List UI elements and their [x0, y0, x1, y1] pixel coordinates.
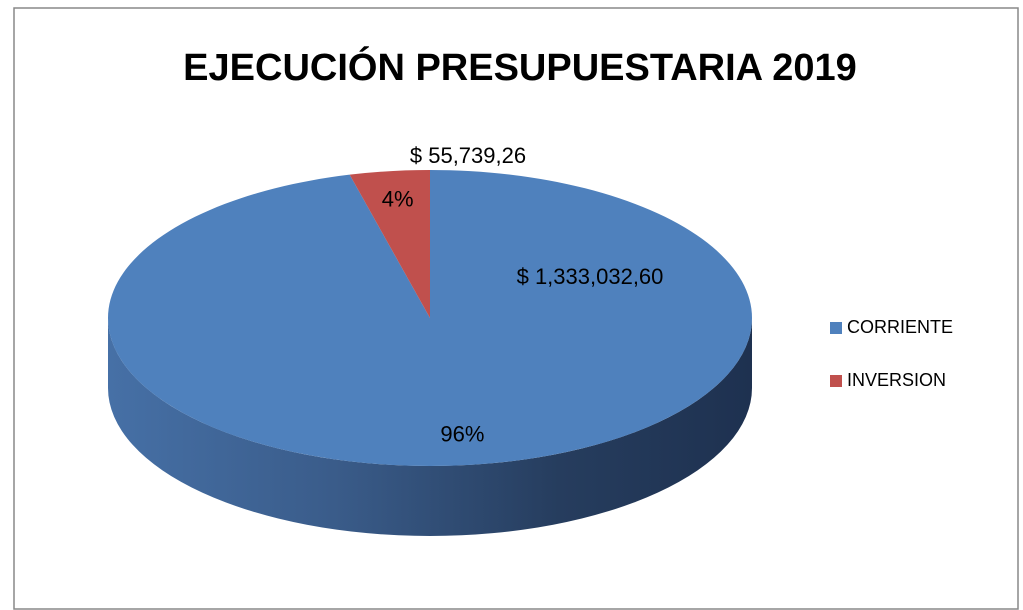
legend-label: INVERSION: [847, 370, 946, 390]
legend-label: CORRIENTE: [847, 317, 953, 337]
value-label: $ 1,333,032,60: [517, 264, 664, 289]
percent-label: 96%: [440, 421, 484, 446]
percent-label: 4%: [382, 186, 414, 211]
chart-title: EJECUCIÓN PRESUPUESTARIA 2019: [183, 45, 857, 89]
legend-swatch: [830, 322, 842, 334]
legend-swatch: [830, 375, 842, 387]
pie-slice: [349, 170, 430, 318]
value-label: $ 55,739,26: [410, 143, 526, 168]
pie-side: [108, 318, 752, 536]
pie-slice: [108, 170, 752, 466]
